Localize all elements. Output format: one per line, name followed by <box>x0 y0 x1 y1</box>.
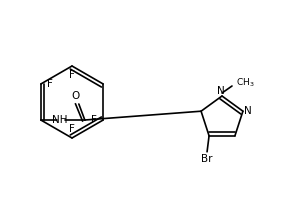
Text: CH$_3$: CH$_3$ <box>236 77 255 89</box>
Text: F: F <box>47 79 53 89</box>
Text: F: F <box>69 124 75 134</box>
Text: O: O <box>72 91 80 101</box>
Text: F: F <box>91 115 97 125</box>
Text: NH: NH <box>52 115 67 125</box>
Text: Br: Br <box>201 154 213 164</box>
Text: N: N <box>244 106 252 116</box>
Text: F: F <box>69 70 75 80</box>
Text: N: N <box>217 86 225 96</box>
